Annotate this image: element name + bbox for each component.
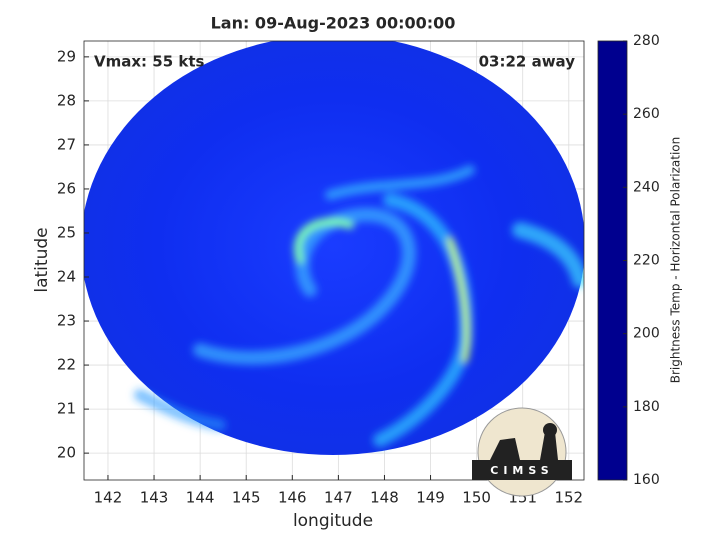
colorbar-tick-label: 240: [633, 179, 660, 195]
colorbar-tick-label: 220: [633, 253, 660, 269]
y-tick-label: 26: [57, 179, 76, 197]
x-tick-label: 152: [554, 489, 583, 507]
x-tick-label: 144: [186, 489, 215, 507]
x-tick-label: 142: [94, 489, 123, 507]
x-tick-label: 149: [416, 489, 445, 507]
y-tick-label: 28: [57, 91, 76, 109]
colorbar-tick-label: 180: [633, 399, 660, 415]
annotation: 03:22 away: [479, 53, 576, 71]
colorbar-tick-label: 160: [633, 472, 660, 488]
y-tick-label: 29: [57, 47, 76, 65]
colorbar-tick-label: 260: [633, 106, 660, 122]
colorbar: [597, 40, 628, 481]
colorbar-label: Brightness Temp - Horizontal Polarizatio…: [669, 137, 683, 384]
logo-text: CIMSS: [490, 464, 553, 477]
axes-box: [83, 40, 585, 481]
x-tick-label: 150: [462, 489, 491, 507]
x-tick-label: 145: [232, 489, 261, 507]
x-tick-label: 146: [278, 489, 307, 507]
colorbar-tick-label: 200: [633, 326, 660, 342]
y-tick-label: 21: [57, 400, 76, 418]
x-tick-label: 147: [324, 489, 353, 507]
y-tick-label: 23: [57, 312, 76, 330]
y-tick-label: 24: [57, 268, 76, 286]
colorbar-tick-label: 280: [633, 33, 660, 49]
x-axis-label: longitude: [293, 511, 373, 531]
y-tick-label: 20: [57, 444, 76, 462]
y-axis-label: latitude: [32, 227, 52, 292]
x-tick-label: 148: [370, 489, 399, 507]
annotation: Vmax: 55 kts: [94, 53, 204, 71]
logo: CIMSS: [472, 407, 572, 497]
y-tick-label: 27: [57, 135, 76, 153]
y-tick-label: 25: [57, 223, 76, 241]
chart-title: Lan: 09-Aug-2023 00:00:00: [211, 14, 456, 33]
satellite-image: [84, 41, 584, 455]
x-tick-label: 143: [140, 489, 169, 507]
y-tick-label: 22: [57, 356, 76, 374]
